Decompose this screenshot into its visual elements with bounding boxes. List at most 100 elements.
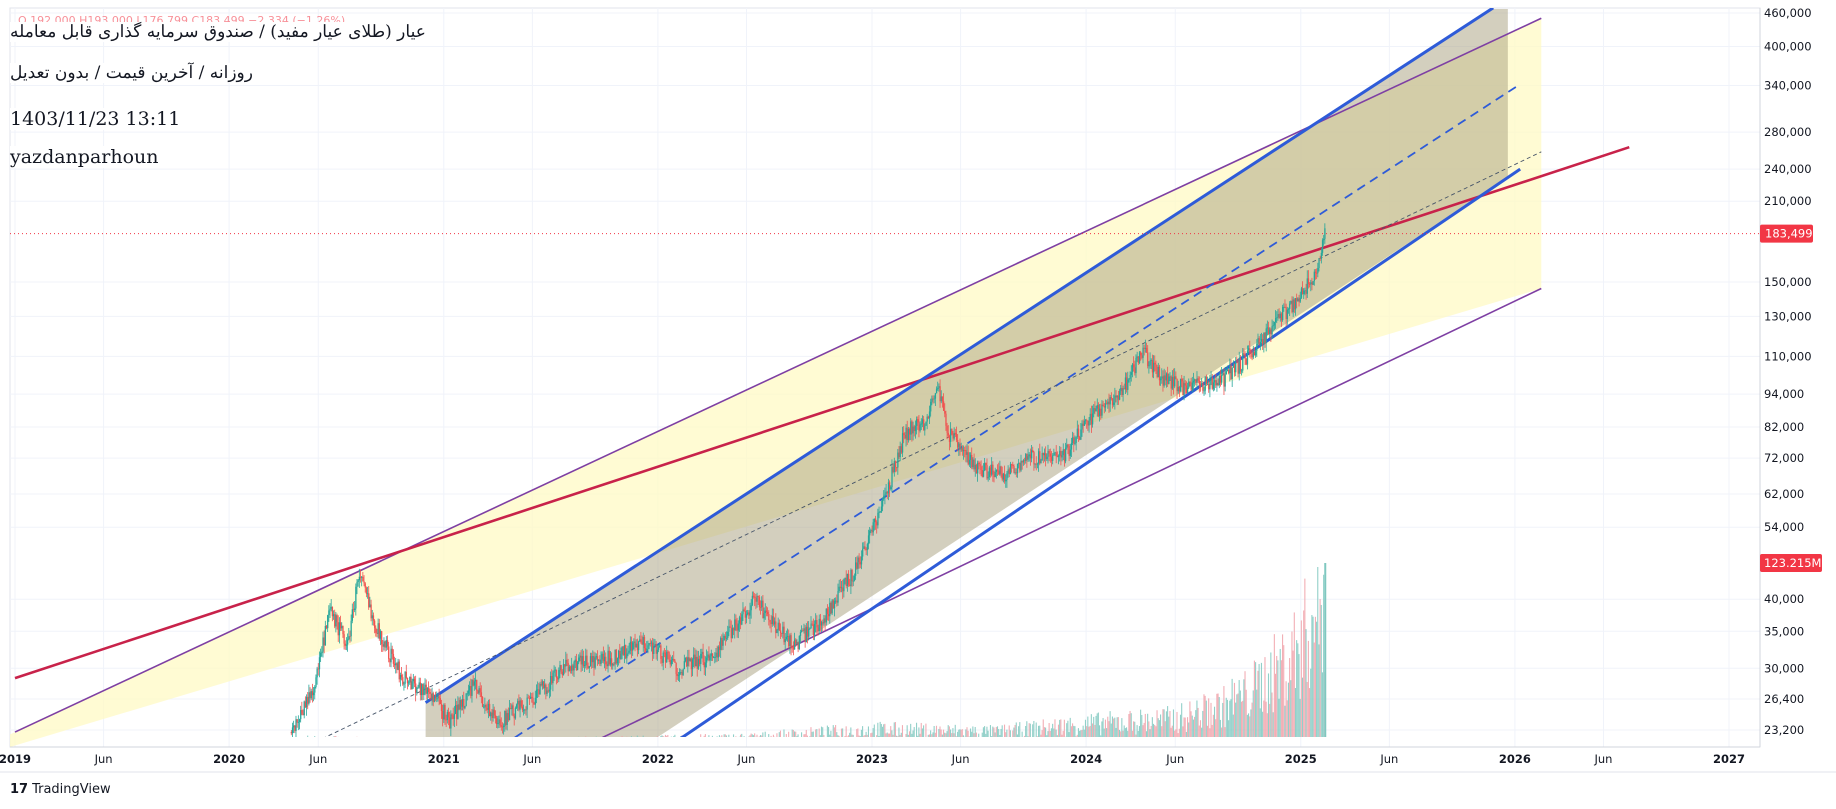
candle-body (995, 469, 998, 472)
candle-body (1196, 378, 1198, 383)
volume-bar (656, 736, 658, 737)
tradingview-brand[interactable]: 17 TradingView (10, 782, 111, 797)
candle-body (718, 646, 721, 650)
candle-body (696, 656, 698, 669)
candle-body (1148, 365, 1150, 367)
volume-bar (1300, 620, 1302, 737)
candle-body (1217, 382, 1219, 386)
candle-body (945, 413, 947, 426)
candle-body (1100, 408, 1102, 416)
candle-body (1134, 367, 1136, 374)
price-tick-label: 130,000 (1764, 309, 1812, 323)
candle-body (513, 715, 515, 719)
candle-body (817, 627, 819, 632)
volume-bar (820, 726, 823, 737)
candle-body (598, 659, 600, 661)
candle-body (608, 650, 610, 665)
candle-body (1069, 449, 1071, 456)
candle-body (1199, 384, 1202, 386)
candle-body (791, 646, 793, 648)
channel-fill (425, 9, 1508, 737)
candle-body (705, 657, 708, 663)
volume-bar (989, 725, 992, 737)
candle-body (656, 649, 659, 654)
volume-bar (796, 736, 798, 737)
candle-body (433, 698, 436, 702)
candle-body (913, 426, 915, 432)
volume-bar (1249, 716, 1251, 737)
candle-body (839, 586, 842, 588)
candle-body (322, 637, 324, 652)
candle-body (1091, 413, 1094, 425)
candle-body (1263, 332, 1265, 345)
candle-body (715, 652, 717, 658)
candle-body (566, 659, 568, 663)
volume-bar (1301, 677, 1304, 737)
candle-body (1323, 238, 1325, 241)
volume-bar (952, 728, 954, 737)
candle-body (622, 646, 625, 656)
volume-bar (741, 733, 743, 737)
candle-body (602, 653, 605, 662)
volume-bar (940, 729, 942, 737)
volume-bar (1218, 697, 1220, 737)
candle-body (844, 577, 846, 580)
candle-body (644, 648, 647, 651)
candle-body (621, 646, 623, 654)
volume-bar (1090, 714, 1092, 737)
candle-body (813, 623, 816, 636)
candle-body (472, 679, 474, 686)
candle-body (979, 464, 981, 467)
volume-bar (1189, 701, 1191, 737)
volume-bar (1217, 693, 1219, 737)
volume-bar (954, 724, 956, 737)
candle-body (623, 645, 626, 656)
candle-body (1316, 272, 1318, 274)
price-tick-label: 94,000 (1764, 387, 1804, 401)
volume-bar (1120, 731, 1122, 737)
volume-bar (953, 733, 955, 737)
candle-body (396, 663, 398, 670)
volume-bar (851, 734, 853, 737)
volume-bar (1162, 709, 1164, 737)
candle-body (967, 452, 969, 465)
volume-bar (809, 736, 811, 737)
candle-body (356, 581, 358, 587)
candle-body (707, 654, 709, 658)
volume-bar (1178, 728, 1180, 737)
volume-bar (1198, 725, 1200, 737)
candle-body (1206, 383, 1209, 385)
volume-bar (918, 727, 920, 737)
candle-body (993, 474, 995, 478)
time-tick-label: 2024 (1070, 752, 1102, 766)
volume-bar (932, 732, 934, 737)
volume-bar (1036, 736, 1038, 737)
candle-body (954, 432, 957, 435)
candle-body (294, 725, 296, 731)
volume-bar (1229, 700, 1231, 737)
volume-bar (1083, 729, 1085, 737)
volume-bar (1029, 723, 1031, 737)
volume-bar (1255, 662, 1257, 737)
volume-bar (795, 731, 797, 737)
volume-bar (1023, 735, 1026, 737)
candle-body (740, 617, 742, 625)
candle-body (1205, 376, 1208, 384)
candle-body (352, 609, 355, 611)
candle-body (315, 677, 317, 687)
volume-bar (1256, 689, 1258, 737)
volume-bar (915, 722, 918, 737)
candle-body (950, 428, 952, 442)
time-tick-label: 2023 (856, 752, 888, 766)
volume-bar (1228, 720, 1230, 737)
candle-body (301, 710, 303, 714)
candle-body (758, 597, 761, 608)
candle-body (1249, 348, 1251, 353)
volume-bar (981, 732, 983, 737)
volume-bar (764, 731, 766, 737)
candle-body (1046, 456, 1048, 460)
volume-bar (1259, 708, 1261, 737)
candle-body (676, 674, 678, 676)
volume-bar (1294, 688, 1297, 737)
